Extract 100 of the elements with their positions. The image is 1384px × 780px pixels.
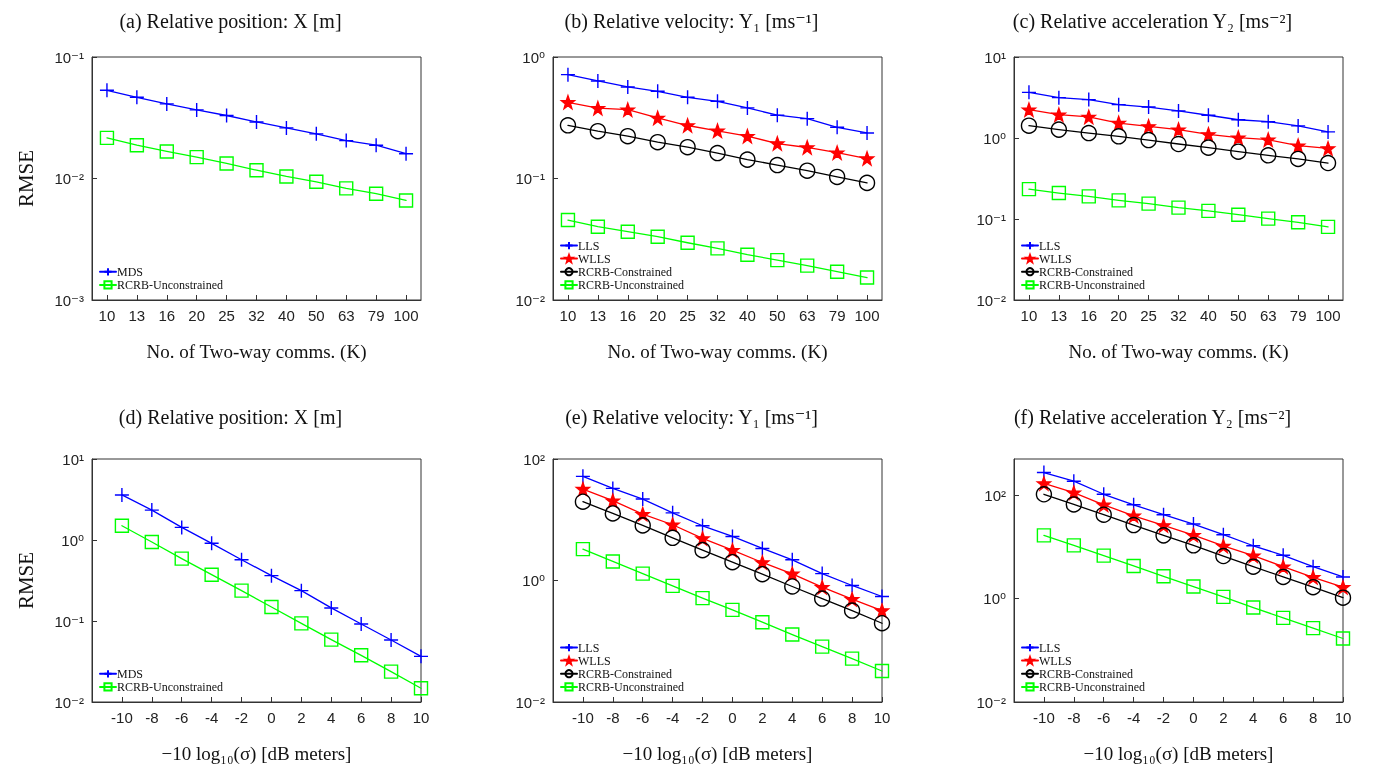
point <box>649 133 666 151</box>
point <box>144 502 160 518</box>
y-tick-label: 10⁰ <box>983 590 1006 608</box>
point <box>725 602 740 618</box>
x-tick-label: -2 <box>695 709 710 726</box>
point <box>1216 589 1231 605</box>
point <box>590 101 606 116</box>
point <box>710 123 725 138</box>
point <box>769 107 786 123</box>
y-tick-label: 10¹ <box>984 48 1006 66</box>
point <box>368 186 384 201</box>
x-tick-label: 32 <box>1170 307 1187 324</box>
x-tick-label: -10 <box>572 709 594 726</box>
x-tick-label: 25 <box>679 307 696 324</box>
point <box>859 270 875 285</box>
point <box>858 174 876 192</box>
point <box>1020 117 1038 134</box>
point <box>1201 203 1216 219</box>
x-tick-label: 32 <box>248 307 265 324</box>
point <box>279 169 294 184</box>
point <box>649 83 666 99</box>
point <box>1065 496 1083 513</box>
point <box>1231 207 1246 222</box>
point <box>1110 96 1127 113</box>
x-tick-label: 0 <box>1189 709 1198 726</box>
point <box>1051 89 1067 106</box>
y-tick-label: 10⁰ <box>522 572 545 589</box>
point <box>1141 196 1156 211</box>
point <box>1305 620 1321 636</box>
point <box>695 590 710 606</box>
point <box>620 79 636 95</box>
point <box>1275 610 1291 626</box>
x-tick-label: 10 <box>1020 307 1038 324</box>
y-tick-label: 10² <box>984 486 1006 504</box>
point <box>590 219 606 234</box>
point <box>784 552 800 568</box>
legend-label: WLLS <box>578 653 611 668</box>
point <box>575 541 591 557</box>
point <box>1171 122 1186 137</box>
y-tick-label: 10⁻¹ <box>54 48 84 66</box>
y-tick-label: 10⁻² <box>515 291 545 309</box>
point <box>1080 124 1097 142</box>
point <box>785 566 800 581</box>
point <box>1320 219 1336 235</box>
legend-label: RCRB-Constrained <box>1039 666 1134 681</box>
point <box>800 258 815 273</box>
point <box>874 603 890 618</box>
chart-title: (a) Relative position: X [m] <box>119 10 342 33</box>
x-tick-label: 40 <box>739 307 756 324</box>
point <box>679 139 696 156</box>
point <box>874 588 890 605</box>
point <box>1081 189 1096 204</box>
y-tick-label: 10² <box>523 450 545 468</box>
point <box>99 82 115 98</box>
point <box>1335 631 1351 646</box>
point <box>144 534 160 550</box>
y-tick-label: 10⁻² <box>54 693 84 711</box>
point <box>770 136 785 151</box>
point <box>174 519 190 536</box>
point <box>620 102 635 117</box>
point <box>353 648 369 663</box>
legend-label: WLLS <box>1039 251 1072 266</box>
point <box>665 578 680 594</box>
point <box>799 162 816 179</box>
point <box>308 126 325 142</box>
point <box>828 168 846 186</box>
point <box>620 224 635 239</box>
point <box>1081 91 1097 108</box>
point <box>1170 103 1187 119</box>
point <box>605 493 621 508</box>
point <box>219 156 234 171</box>
chart-title: (c) Relative acceleration Y₂ [ms⁻²] <box>1012 10 1293 33</box>
point <box>1289 150 1307 168</box>
x-tick-label: -8 <box>145 709 159 726</box>
x-tick-label: 20 <box>188 307 206 324</box>
legend-label: LLS <box>1039 238 1061 253</box>
legend-label: WLLS <box>1039 653 1072 668</box>
point <box>233 552 250 568</box>
x-tick-label: 8 <box>386 709 396 726</box>
x-tick-label: 40 <box>278 307 295 324</box>
point <box>1140 99 1157 115</box>
legend-label: RCRB-Unconstrained <box>1039 277 1145 292</box>
point <box>843 602 861 619</box>
y-axis-title: RMSE <box>13 551 38 610</box>
point <box>1126 558 1141 574</box>
point <box>724 528 741 545</box>
point <box>188 102 205 118</box>
point <box>398 193 414 208</box>
x-tick-label: 6 <box>1279 709 1288 726</box>
x-axis-title: −10 log₁₀(σ) [dB meters] <box>622 743 813 765</box>
point <box>859 151 875 166</box>
point <box>635 566 650 581</box>
y-tick-label: 10⁻¹ <box>976 210 1006 228</box>
point <box>1170 135 1187 153</box>
x-tick-label: 4 <box>327 709 336 726</box>
point <box>1141 119 1156 134</box>
x-tick-label: 8 <box>847 709 857 726</box>
y-tick-label: 10⁻² <box>54 170 84 187</box>
point <box>664 529 681 546</box>
x-tick-label: 10 <box>1334 709 1352 726</box>
